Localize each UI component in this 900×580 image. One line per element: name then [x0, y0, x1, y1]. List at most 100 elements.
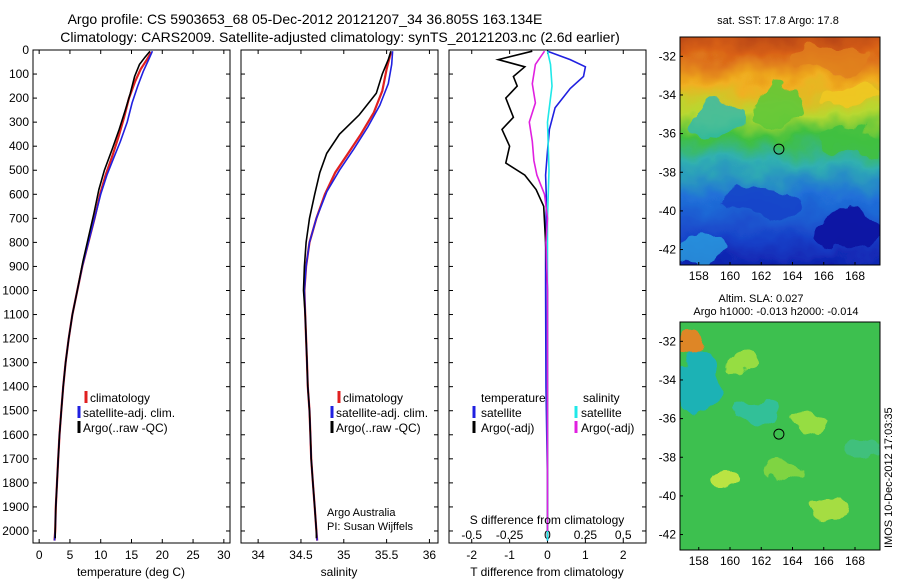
depth-tick-label: 1500	[2, 404, 29, 418]
x-tick-label: 0	[544, 548, 551, 562]
x-tick-label: 35	[337, 548, 351, 562]
map-y-tick-label: -38	[659, 450, 677, 464]
temperature-legend: climatology satellite-adj. clim. Argo(..…	[77, 391, 175, 435]
sla-heatmap	[680, 322, 880, 550]
legend-label-satellite: satellite-adj. clim.	[83, 406, 175, 420]
x-tick-label: 15	[125, 548, 139, 562]
map-y-tick-label: -42	[659, 528, 677, 542]
temperature-tick-group: 0 5 10 15 20 25 30	[36, 50, 231, 562]
sal-legend-label-satellite: satellite-adj. clim.	[336, 406, 428, 420]
map-x-tick-label: 160	[720, 269, 740, 283]
map-y-tick-label: -34	[659, 373, 677, 387]
sst-map-panel: sat. SST: 17.8 Argo: 17.8 158 160 162 164 16…	[659, 15, 881, 283]
x-tick-label: 35.5	[375, 548, 399, 562]
depth-tick-label: 600	[9, 187, 29, 201]
map-x-tick-label: 164	[782, 269, 802, 283]
map-x-tick-label: 166	[814, 269, 834, 283]
depth-tick-label: 2000	[2, 524, 29, 538]
series-line-argo-raw-qc-	[54, 50, 151, 539]
x-tick-label: 2	[620, 548, 627, 562]
argo-position-marker	[773, 143, 785, 155]
sst-map-title: sat. SST: 17.8 Argo: 17.8	[717, 15, 839, 27]
x-tick-label: 1	[582, 548, 589, 562]
depth-tick-label: 400	[9, 139, 29, 153]
depth-tick-label: 700	[9, 211, 29, 225]
sst-map-ticks: 158 160 162 164 166 168 -32 -34 -36 -38 -40 -42	[659, 49, 866, 283]
depth-tick-label: 100	[9, 67, 29, 81]
credit-line2: PI: Susan Wijffels	[327, 521, 413, 533]
map-y-tick-label: -40	[659, 489, 677, 503]
x-tick-label: 20	[156, 548, 170, 562]
s-tick-label: -0.25	[496, 528, 524, 542]
x-tick-label: 34	[251, 548, 265, 562]
legend-s-argo-label: Argo(-adj)	[581, 421, 634, 435]
temperature-xlabel: temperature (deg C)	[77, 565, 185, 579]
depth-tick-label: 500	[9, 163, 29, 177]
map-x-tick-label: 160	[720, 554, 740, 568]
legend-t-argo-label: Argo(-adj)	[481, 421, 534, 435]
difference-depth-ticks	[449, 49, 646, 532]
series-line-argo-raw-qc-	[302, 50, 392, 539]
depth-tick-group: 0 100 200 300 400 500 600 700 800 900 1000 1100 1200…	[2, 43, 230, 538]
legend-salinity-heading: salinity	[583, 391, 620, 405]
sal-legend-label-argo: Argo(..raw -QC)	[336, 421, 421, 435]
map-y-tick-label: -36	[659, 412, 677, 426]
salinity-depth-ticks	[241, 49, 438, 532]
depth-tick-label: 1200	[2, 332, 29, 346]
legend-label-climatology: climatology	[90, 391, 150, 405]
temperature-axes-frame	[32, 49, 231, 544]
temperature-lines	[53, 50, 154, 541]
series-line-t-satellite	[544, 50, 587, 541]
map-y-tick-label: -42	[659, 243, 677, 257]
map-x-tick-label: 158	[689, 554, 709, 568]
sla-map-title-line2: Argo h1000: -0.013 h2000: -0.014	[693, 306, 858, 318]
difference-panel: -2 -1 0 1 2-0.5 -0.25 0 0.25 0.5 T difference fr…	[448, 49, 647, 579]
map-x-tick-label: 162	[751, 554, 771, 568]
s-tick-label: 0.25	[574, 528, 598, 542]
depth-tick-label: 800	[9, 235, 29, 249]
depth-tick-label: 200	[9, 91, 29, 105]
imos-timestamp: IMOS 10-Dec-2012 17:03:35	[883, 407, 895, 548]
depth-tick-label: 0	[22, 43, 29, 57]
series-line-t-argo-adj-	[495, 50, 549, 539]
map-y-tick-label: -40	[659, 204, 677, 218]
map-y-tick-label: -38	[659, 165, 677, 179]
sla-map-frame	[679, 321, 881, 551]
salinity-xlabel: salinity	[321, 565, 358, 579]
x-tick-label: 34.5	[289, 548, 313, 562]
x-tick-label: 5	[67, 548, 74, 562]
x-tick-label: 36	[423, 548, 437, 562]
map-x-tick-label: 168	[845, 269, 865, 283]
map-y-tick-label: -36	[659, 127, 677, 141]
x-tick-label: -2	[466, 548, 477, 562]
sla-map-ticks: 158 160 162 164 166 168 -32 -34 -36 -38 -40 -42	[659, 334, 866, 568]
x-tick-label: -1	[504, 548, 515, 562]
sst-map-frame	[679, 36, 881, 266]
legend-t-satellite-label: satellite	[481, 406, 522, 420]
depth-tick-label: 1100	[3, 308, 29, 322]
legend-label-argo: Argo(..raw -QC)	[83, 421, 168, 435]
map-x-tick-label: 168	[845, 554, 865, 568]
t-difference-xlabel: T difference from climatology	[470, 565, 624, 579]
depth-tick-label: 1400	[2, 380, 29, 394]
sal-legend-label-climatology: climatology	[343, 391, 403, 405]
x-tick-label: 0	[36, 548, 43, 562]
map-y-tick-label: -32	[659, 49, 677, 63]
depth-tick-label: 300	[9, 115, 29, 129]
difference-legend: temperature satellite Argo(-adj) salinit…	[472, 391, 634, 435]
difference-tick-group: -2 -1 0 1 2-0.5 -0.25 0 0.25 0.5	[461, 50, 632, 562]
s-difference-label: S difference from climatology	[470, 513, 625, 527]
map-x-tick-label: 162	[751, 269, 771, 283]
x-tick-label: 25	[186, 548, 200, 562]
depth-tick-label: 1000	[2, 283, 29, 297]
credit-line1: Argo Australia	[327, 507, 396, 519]
temperature-panel: 0100200300400500600700800900100011001200…	[2, 43, 231, 579]
sst-heatmap	[680, 37, 880, 265]
depth-tick-label: 1700	[2, 452, 29, 466]
difference-lines	[495, 50, 587, 541]
map-x-tick-label: 164	[782, 554, 802, 568]
map-y-tick-label: -32	[659, 334, 677, 348]
x-tick-label: 30	[217, 548, 231, 562]
legend-temperature-heading: temperature	[481, 391, 546, 405]
